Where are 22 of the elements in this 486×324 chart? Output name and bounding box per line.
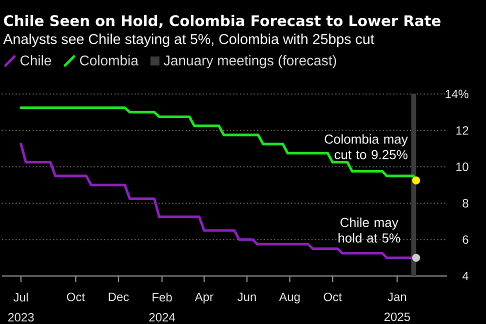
x-tick-label: Jan 2025: [384, 292, 410, 322]
y-tick-label: 10: [456, 162, 468, 172]
x-tick-label: Jul 2023: [8, 292, 34, 322]
annotation: Chile may hold at 5%: [338, 218, 400, 243]
y-tick-label: 14%: [446, 90, 468, 98]
y-tick-label: 8: [462, 198, 468, 208]
y-tick-label: 12: [456, 126, 468, 135]
legend-label: Chile: [20, 55, 52, 66]
annotation: Colombia may cut to 9.25%: [324, 134, 408, 160]
x-tick-label: Jun: [237, 292, 256, 302]
y-tick-label: 4: [462, 272, 468, 280]
chart-title: Chile Seen on Hold, Colombia Forecast to Lower Rate: [4, 14, 440, 28]
x-tick-label: Apr: [194, 292, 214, 304]
x-tick-label: Dec: [108, 292, 129, 302]
legend-label: January meetings (forecast): [164, 55, 336, 68]
x-tick-label: Feb 2024: [149, 292, 176, 322]
legend-label: Colombia: [80, 55, 138, 66]
x-tick-label: Aug: [279, 292, 300, 304]
chart-subtitle: Analysts see Chile staying at 5%, Colombia with 25bps cut: [3, 34, 374, 47]
x-tick-label: Oct: [324, 292, 342, 302]
x-tick-label: Oct: [66, 292, 85, 302]
y-tick-label: 6: [462, 235, 468, 244]
